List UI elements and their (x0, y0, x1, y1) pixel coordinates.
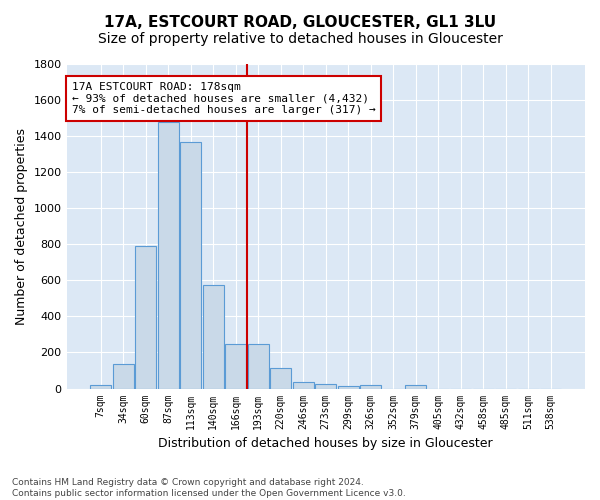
Bar (338, 386, 359, 388)
Bar (315, 384, 337, 388)
Text: Size of property relative to detached houses in Gloucester: Size of property relative to detached ho… (98, 32, 502, 46)
Bar (180, 142, 202, 388)
Bar (293, 382, 314, 388)
Bar (135, 246, 157, 388)
Text: 17A ESTCOURT ROAD: 178sqm
← 93% of detached houses are smaller (4,432)
7% of sem: 17A ESTCOURT ROAD: 178sqm ← 93% of detac… (72, 82, 376, 115)
Bar (203, 285, 224, 389)
Bar (158, 122, 179, 388)
Bar (248, 344, 269, 389)
Bar (360, 385, 382, 388)
Bar (405, 385, 427, 388)
X-axis label: Distribution of detached houses by size in Gloucester: Distribution of detached houses by size … (158, 437, 493, 450)
Bar (90, 385, 112, 388)
Text: 17A, ESTCOURT ROAD, GLOUCESTER, GL1 3LU: 17A, ESTCOURT ROAD, GLOUCESTER, GL1 3LU (104, 15, 496, 30)
Text: Contains HM Land Registry data © Crown copyright and database right 2024.
Contai: Contains HM Land Registry data © Crown c… (12, 478, 406, 498)
Bar (270, 368, 292, 388)
Bar (225, 344, 247, 389)
Bar (113, 364, 134, 388)
Y-axis label: Number of detached properties: Number of detached properties (15, 128, 28, 325)
